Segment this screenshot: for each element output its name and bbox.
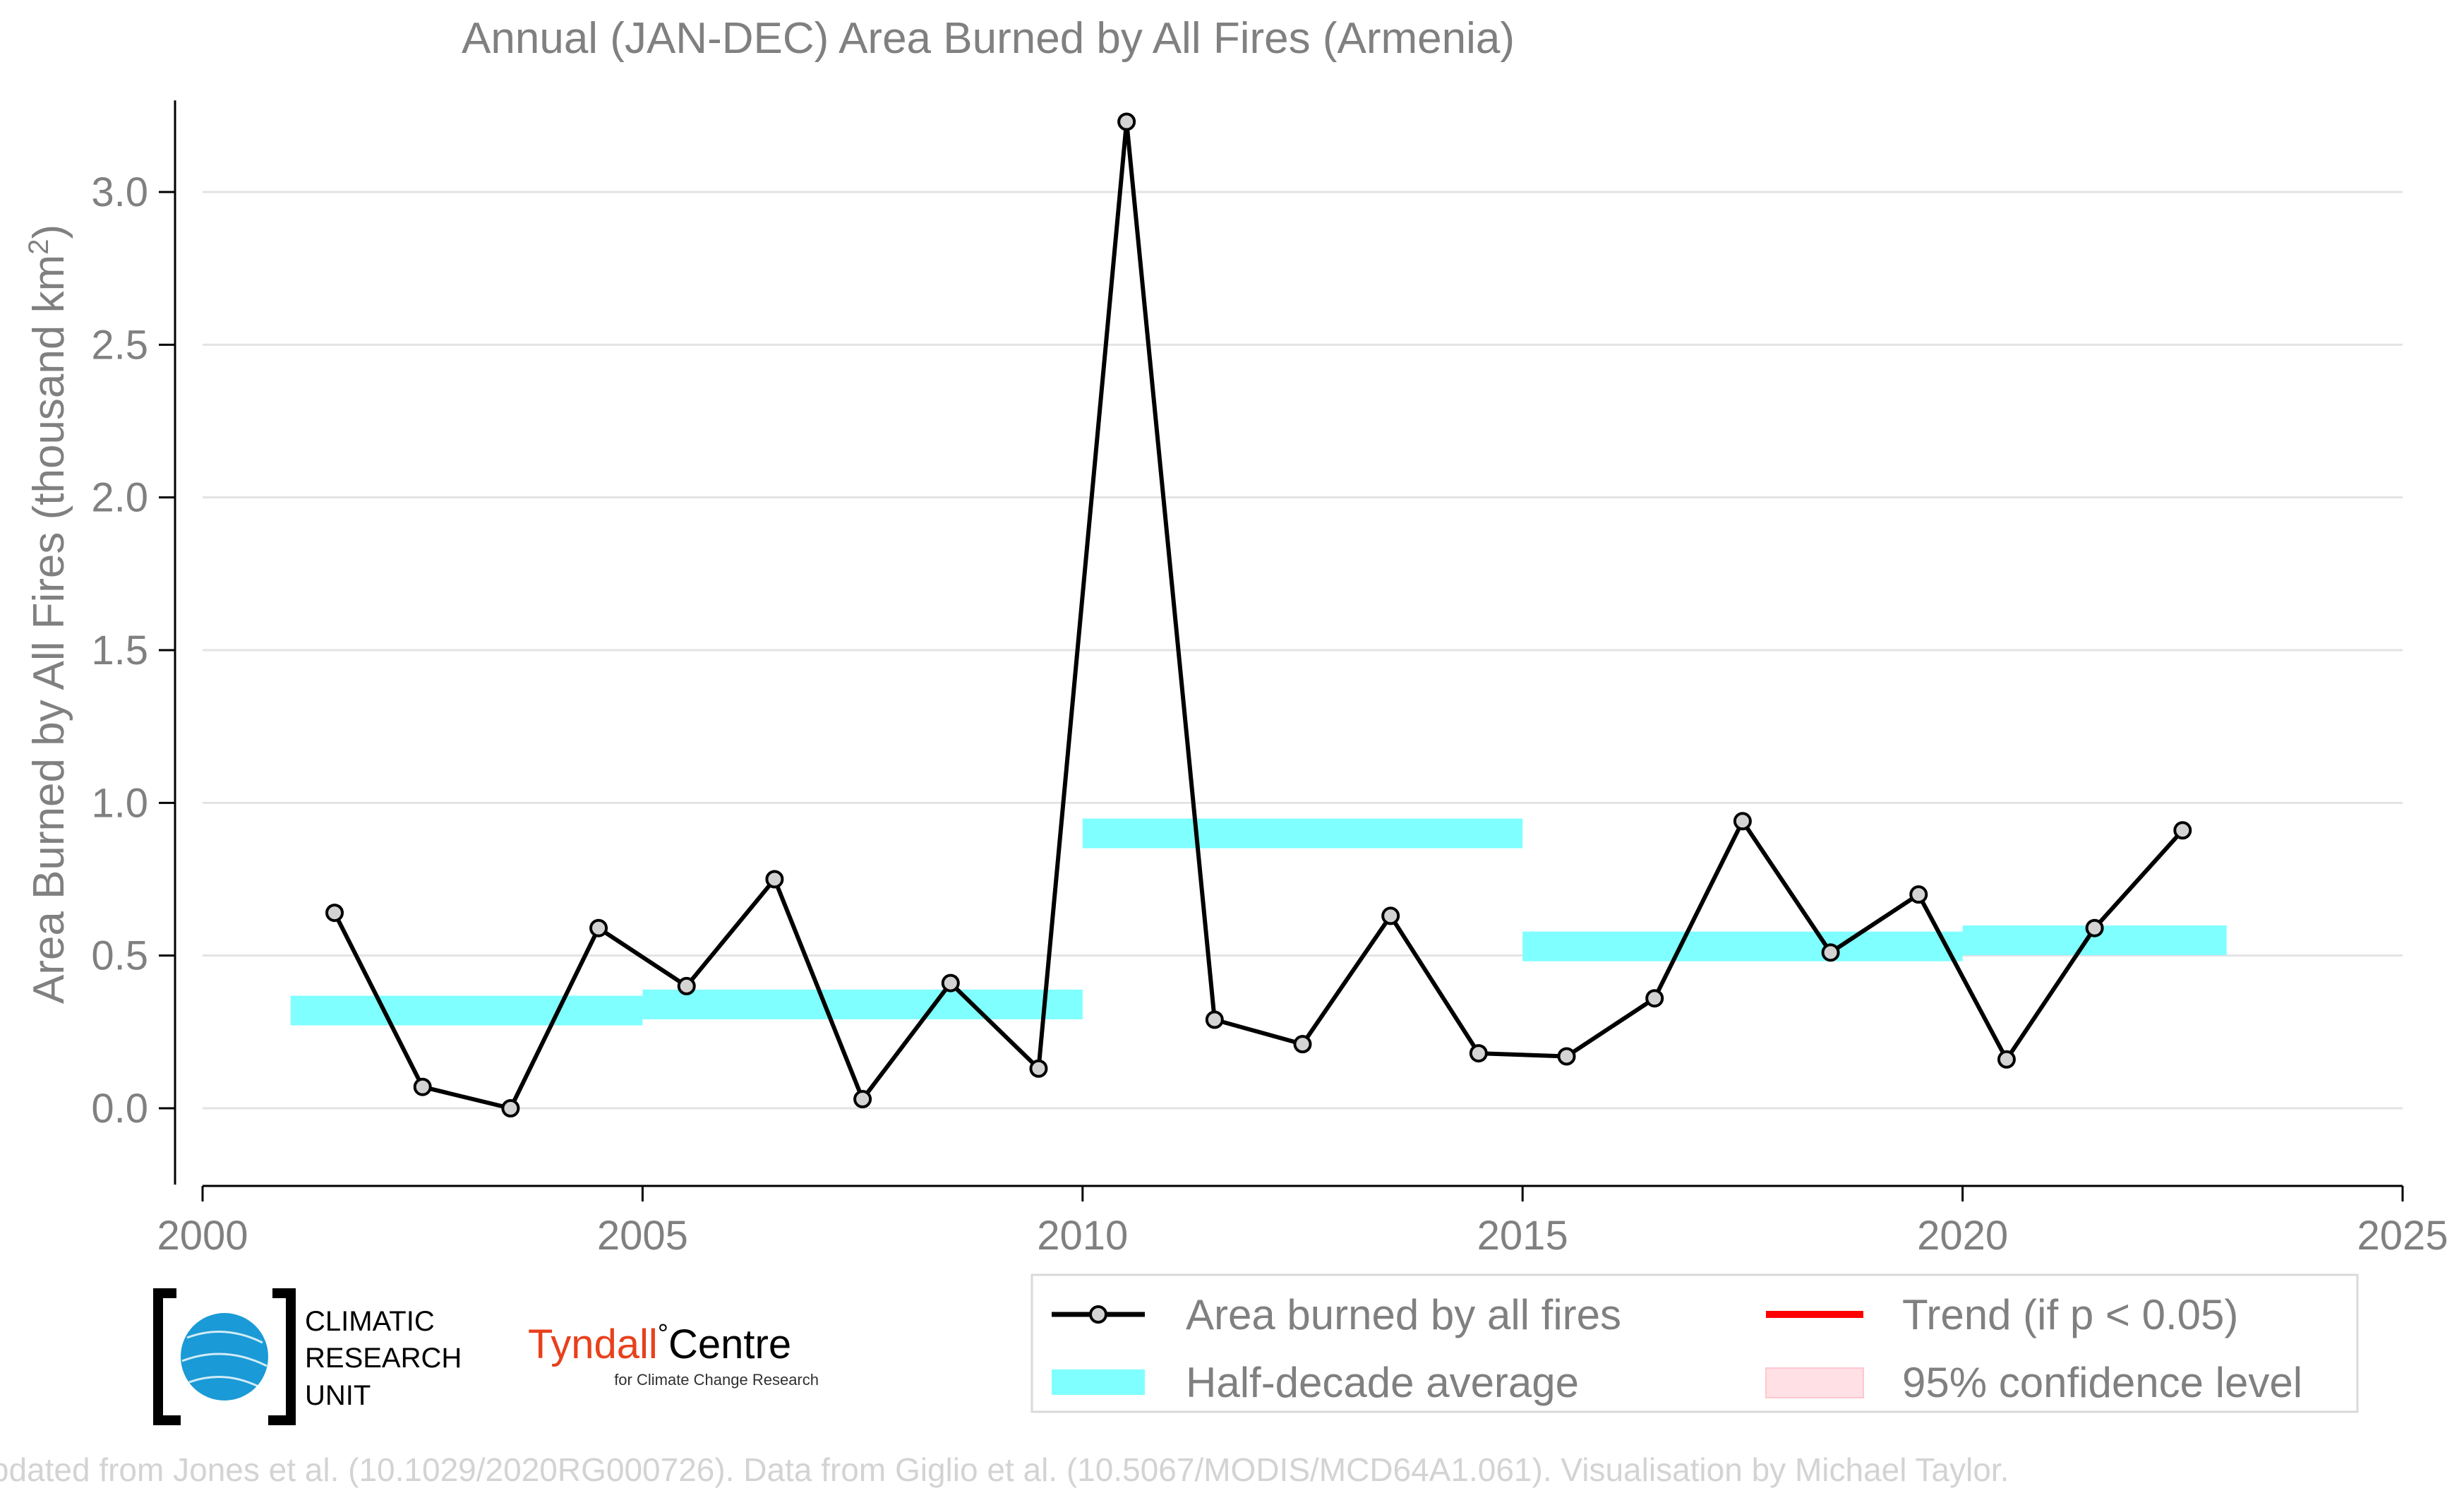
data-point <box>677 976 696 995</box>
data-point <box>765 870 784 889</box>
y-axis-label-superscript: 2 <box>23 239 54 255</box>
cru-name-line2: RESEARCH <box>305 1343 462 1374</box>
x-axis: 2000 2005 2010 2015 2020 2025 <box>157 1185 2448 1259</box>
tyndall-name: Tyndall <box>528 1321 658 1367</box>
data-point <box>1733 812 1752 831</box>
legend-trend-label: Trend (if p < 0.05) <box>1902 1291 2238 1338</box>
x-tick-label: 2020 <box>1917 1213 2008 1259</box>
y-tick-label: 1.5 <box>91 628 148 673</box>
y-tick-label: 2.0 <box>91 475 148 521</box>
legend: Area burned by all fires Half-decade ave… <box>1030 1273 2359 1413</box>
tyndall-subtitle: for Climate Change Research <box>614 1371 819 1389</box>
credit-line: Updated from Jones et al. (10.1029/2020R… <box>0 1451 2009 1488</box>
cru-name-line1: CLIMATIC <box>305 1306 435 1337</box>
data-point <box>1557 1047 1576 1066</box>
half-decade-bar <box>642 989 1083 1019</box>
y-tick-label: 1.0 <box>91 780 148 826</box>
cru-logo-frame <box>153 1288 296 1425</box>
legend-half-decade-label: Half-decade average <box>1186 1359 1579 1406</box>
x-tick-label: 2000 <box>157 1213 248 1259</box>
tyndall-wordmark: Tyndall°Centre <box>528 1319 791 1367</box>
data-point <box>1645 989 1664 1008</box>
data-point <box>1117 112 1136 131</box>
y-axis-label-end: ) <box>25 224 73 239</box>
x-tick-label: 2005 <box>597 1213 688 1259</box>
legend-half-decade-swatch <box>1052 1369 1145 1395</box>
tyndall-degree: ° <box>658 1319 668 1349</box>
data-point <box>589 918 608 937</box>
x-tick-label: 2025 <box>2357 1213 2448 1259</box>
y-axis-label: Area Burned by All Fires (thousand km2) <box>23 224 73 1004</box>
x-tick-label: 2015 <box>1477 1213 1568 1259</box>
legend-confidence-label: 95% confidence level <box>1902 1359 2302 1406</box>
data-point <box>1205 1010 1224 1029</box>
data-point <box>1381 906 1400 925</box>
legend-series-label: Area burned by all fires <box>1186 1291 1621 1338</box>
data-point <box>325 904 344 923</box>
series-line <box>332 119 2184 1110</box>
data-series <box>325 112 2192 1117</box>
legend-series-marker <box>1089 1305 1107 1324</box>
tyndall-centre: Centre <box>668 1321 791 1367</box>
data-point <box>853 1090 872 1109</box>
data-point <box>1469 1044 1488 1063</box>
data-point <box>1909 885 1928 904</box>
y-tick-label: 0.5 <box>91 933 148 979</box>
data-point <box>1997 1050 2016 1069</box>
data-point <box>1821 943 1840 962</box>
cru-logo: CLIMATIC RESEARCH UNIT <box>153 1288 462 1425</box>
data-point <box>1029 1059 1048 1078</box>
y-axis: 0.0 0.5 1.0 1.5 2.0 2.5 3.0 <box>91 100 176 1185</box>
half-decade-average-bars <box>290 818 2227 1026</box>
y-tick-label: 0.0 <box>91 1086 148 1132</box>
y-axis-label-main: Area Burned by All Fires (thousand km <box>25 255 73 1004</box>
half-decade-bar <box>290 995 643 1026</box>
legend-frame <box>1030 1273 2359 1413</box>
chart-title: Annual (JAN-DEC) Area Burned by All Fire… <box>462 14 1515 63</box>
data-point <box>413 1077 432 1096</box>
x-tick-label: 2010 <box>1037 1213 1128 1259</box>
half-decade-bar <box>1522 931 1963 961</box>
half-decade-bar <box>1082 818 1523 849</box>
data-point <box>2173 821 2192 840</box>
y-tick-label: 3.0 <box>91 169 148 215</box>
cru-name-line3: UNIT <box>305 1380 371 1411</box>
y-tick-label: 2.5 <box>91 322 148 368</box>
data-point <box>941 973 960 993</box>
data-point <box>501 1099 520 1117</box>
cru-globe-lines <box>181 1331 268 1389</box>
data-point <box>1293 1035 1312 1054</box>
grid-lines <box>203 191 2403 1110</box>
legend-confidence-swatch <box>1765 1367 1864 1398</box>
tyndall-logo: Tyndall°Centre for Climate Change Resear… <box>528 1319 819 1389</box>
data-point <box>2085 918 2104 937</box>
